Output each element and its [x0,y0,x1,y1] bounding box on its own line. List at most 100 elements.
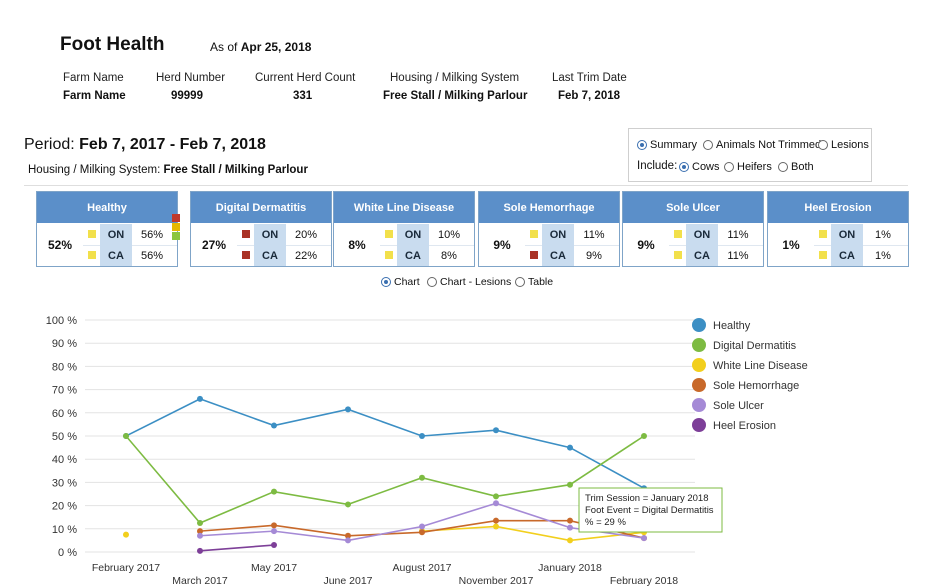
summary-card[interactable]: Healthy 52% ON 56% CA 56% [36,191,178,267]
y-tick-label: 30 % [52,477,77,489]
card-row-ca: CA 8% [380,245,474,266]
radio-table[interactable]: Table [515,276,553,288]
on-tag: ON [831,224,863,245]
data-point [345,501,351,508]
ca-tag: CA [831,245,863,266]
status-square-icon [530,251,538,259]
radio-cows[interactable]: Cows [679,161,720,173]
summary-card[interactable]: White Line Disease 8% ON 10% CA 8% [333,191,475,267]
card-row-ca: CA 11% [669,245,763,266]
housing-line: Housing / Milking System: Free Stall / M… [28,164,308,176]
status-yellow-square [172,223,180,231]
summary-card[interactable]: Sole Hemorrhage 9% ON 11% CA 9% [478,191,620,267]
card-row-on: ON 56% [83,224,177,246]
ca-tag: CA [254,245,286,266]
radio-lesions[interactable]: Lesions [818,139,869,151]
card-percent: 52% [47,237,73,252]
ca-value: 9% [586,249,602,262]
tooltip-text: % = 29 % [585,517,626,528]
radio-summary[interactable]: Summary [637,139,697,151]
page-title: Foot Health [60,34,165,55]
y-tick-label: 70 % [52,385,77,397]
data-point [493,523,499,530]
data-point [197,547,203,554]
legend-label: Sole Ulcer [713,400,764,412]
data-point [197,528,203,535]
housing-system-label: Housing / Milking System [390,72,520,84]
ca-value: 56% [140,249,164,262]
legend-label: Sole Hemorrhage [713,380,799,392]
radio-chart[interactable]: Chart [381,276,420,288]
x-tick-label: June 2017 [323,575,372,587]
period: Period: Feb 7, 2017 - Feb 7, 2018 [24,136,266,154]
radio-selected-icon[interactable] [637,140,647,150]
foot-health-line-chart: 0 % 10 % 20 % 30 % 40 % 50 % 60 % 70 % 80 % 90 % 1… [46,315,808,587]
summary-card[interactable]: Heel Erosion 1% ON 1% CA 1% [767,191,909,267]
y-tick-label: 80 % [52,361,77,373]
include-label: Include: [637,160,678,172]
as-of-label: As of [210,40,238,54]
card-percent: 27% [201,237,227,252]
legend-marker [692,338,706,352]
status-square-icon [242,230,250,238]
radio-icon[interactable] [515,277,525,287]
card-title: White Line Disease [334,192,474,223]
status-square-icon [88,230,96,238]
data-point [345,406,351,413]
on-tag: ON [254,224,286,245]
radio-animals-not-trimmed[interactable]: Animals Not Trimmed [703,139,821,151]
status-square-icon [819,230,827,238]
x-tick-label: February 2017 [92,562,160,574]
radio-icon[interactable] [778,162,788,172]
data-point [493,493,499,500]
y-tick-label: 50 % [52,431,77,443]
status-color-legend [172,214,180,240]
status-square-icon [385,230,393,238]
x-tick-label: August 2017 [393,562,452,574]
radio-chart-lesions[interactable]: Chart - Lesions [427,276,511,288]
data-point [419,529,425,536]
herd-number-value: 99999 [171,90,203,102]
radio-icon[interactable] [427,277,437,287]
data-point [271,542,277,549]
status-square-icon [242,251,250,259]
data-point [567,524,573,531]
data-point [271,488,277,495]
data-point [419,474,425,481]
x-tick-label: May 2017 [251,562,297,574]
status-square-icon [88,251,96,259]
y-tick-label: 20 % [52,501,77,513]
data-point [271,528,277,535]
data-point [419,433,425,439]
radio-selected-icon[interactable] [679,162,689,172]
y-tick-label: 0 % [58,547,77,559]
period-value: Feb 7, 2017 - Feb 7, 2018 [79,136,266,153]
data-point [197,532,203,539]
radio-icon[interactable] [724,162,734,172]
summary-card[interactable]: Sole Ulcer 9% ON 11% CA 11% [622,191,764,267]
on-tag: ON [686,224,718,245]
radio-both[interactable]: Both [778,161,814,173]
y-tick-label: 10 % [52,524,77,536]
y-tick-label: 60 % [52,408,77,420]
legend-marker [692,418,706,432]
y-tick-label: 40 % [52,454,77,466]
data-point [123,433,129,439]
legend-label: White Line Disease [713,360,808,372]
radio-selected-icon[interactable] [381,277,391,287]
divider [24,185,908,186]
radio-icon[interactable] [818,140,828,150]
data-point [567,517,573,524]
card-row-on: ON 20% [237,224,331,246]
legend-marker [692,358,706,372]
data-point [641,535,647,542]
legend-marker [692,318,706,332]
radio-icon[interactable] [703,140,713,150]
radio-heifers[interactable]: Heifers [724,161,772,173]
data-point [271,422,277,429]
card-percent: 8% [348,237,366,252]
data-point [567,444,573,451]
legend-marker [692,398,706,412]
last-trim-label: Last Trim Date [552,72,627,84]
summary-card[interactable]: Digital Dermatitis 27% ON 20% CA 22% [190,191,332,267]
